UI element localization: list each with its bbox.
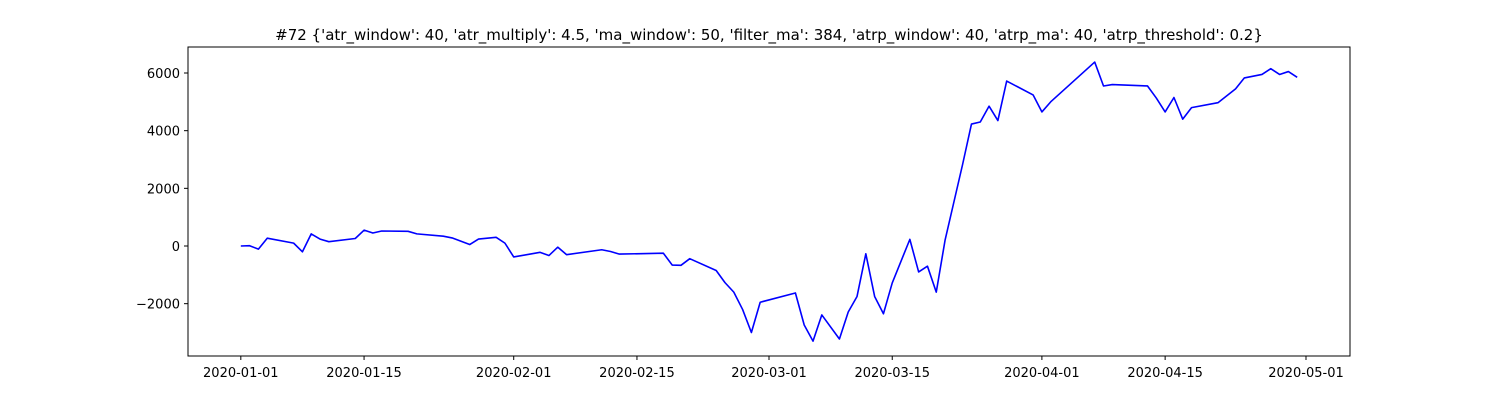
x-tick-label: 2020-05-01 bbox=[1268, 366, 1344, 381]
y-tick-label: 0 bbox=[172, 240, 180, 255]
x-tick-label: 2020-04-15 bbox=[1127, 366, 1203, 381]
x-tick-label: 2020-01-15 bbox=[326, 366, 402, 381]
x-tick-label: 2020-01-01 bbox=[203, 366, 279, 381]
y-tick-label: 2000 bbox=[147, 182, 180, 197]
plot-frame bbox=[187, 46, 1351, 357]
y-tick-label: 4000 bbox=[147, 125, 180, 140]
x-tick-label: 2020-02-01 bbox=[476, 366, 552, 381]
line-series bbox=[240, 61, 1298, 342]
x-tick-label: 2020-03-15 bbox=[854, 366, 930, 381]
chart-title: #72 {'atr_window': 40, 'atr_multiply': 4… bbox=[275, 26, 1263, 45]
y-tick-label: 6000 bbox=[147, 67, 180, 82]
y-tick-label: −2000 bbox=[136, 298, 180, 313]
x-tick-label: 2020-04-01 bbox=[1004, 366, 1080, 381]
x-tick-label: 2020-03-01 bbox=[731, 366, 807, 381]
x-tick-label: 2020-02-15 bbox=[599, 366, 675, 381]
